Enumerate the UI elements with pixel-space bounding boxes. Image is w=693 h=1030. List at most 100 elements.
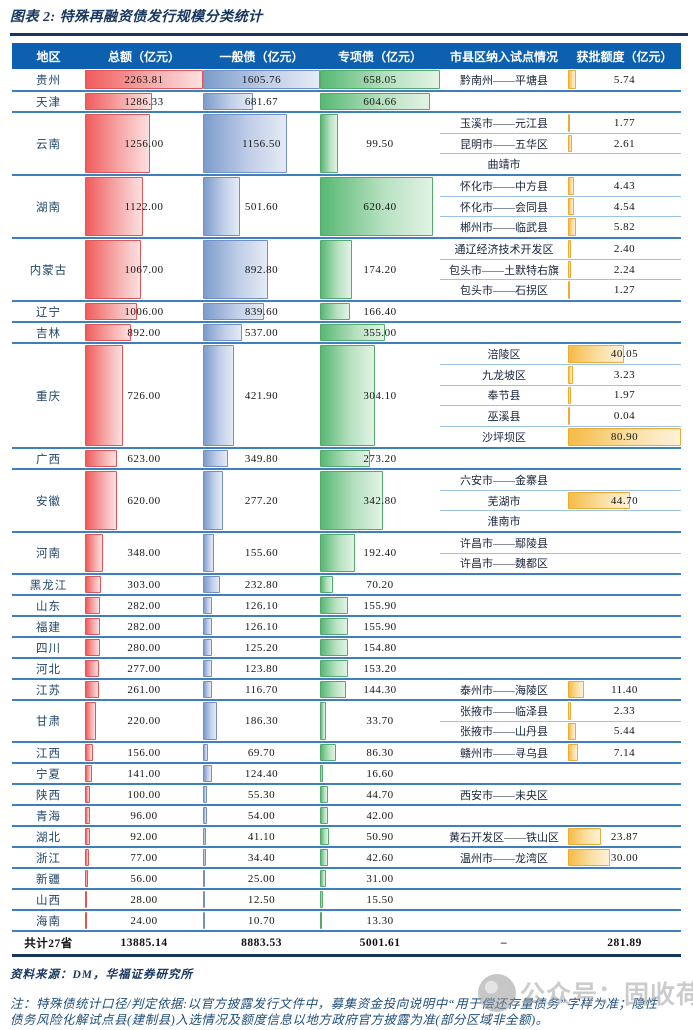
general-bond-bar bbox=[203, 324, 243, 341]
special-bond-bar-value: 70.20 bbox=[366, 578, 394, 591]
region-name: 宁夏 bbox=[36, 768, 61, 781]
total-bar-value: 1286.33 bbox=[124, 95, 164, 108]
pilot-name: 沙坪坝区 bbox=[482, 432, 526, 445]
pilot-name bbox=[440, 890, 568, 909]
quota-value: 4.54 bbox=[613, 200, 636, 213]
pilot-row: 奉节县 1.97 bbox=[440, 384, 681, 406]
pilot-row: 赣州市——寻乌县 7.14 bbox=[440, 743, 681, 762]
quota-cell: 7.14 bbox=[568, 743, 681, 762]
quota-bar bbox=[568, 345, 624, 363]
general-bond-bar-cell: 1156.50 bbox=[203, 113, 320, 174]
quota-cell bbox=[568, 617, 681, 636]
general-bond-bar-cell: 186.30 bbox=[203, 701, 320, 741]
region-name: 甘肃 bbox=[36, 716, 61, 728]
special-bond-bar-value: 620.40 bbox=[363, 200, 397, 213]
general-bond-bar-cell: 126.10 bbox=[203, 617, 320, 636]
total-bar-cell: 261.00 bbox=[85, 680, 203, 699]
region-name: 四川 bbox=[36, 642, 61, 655]
total-bar-value: 100.00 bbox=[127, 788, 161, 801]
special-bond-bar bbox=[320, 639, 349, 656]
general-bond-bar-cell: 34.40 bbox=[203, 848, 320, 867]
pilot-name: 黔南州——平塘县 bbox=[460, 74, 548, 87]
total-bar bbox=[85, 681, 99, 698]
pilot-row: 黔南州——平塘县 5.74 bbox=[440, 69, 681, 90]
special-bond-bar-cell: 154.80 bbox=[320, 638, 440, 657]
special-bond-bar-cell: 86.30 bbox=[320, 743, 440, 762]
quota-cell: 0.04 bbox=[568, 406, 681, 426]
total-bar-cell: 1006.00 bbox=[85, 302, 203, 321]
total-bar-value: 892.00 bbox=[127, 326, 161, 339]
total-bar-cell: 28.00 bbox=[85, 890, 203, 909]
pilot-row bbox=[440, 449, 681, 468]
total-bar bbox=[85, 912, 87, 929]
quota-cell bbox=[568, 638, 681, 657]
quota-cell bbox=[568, 806, 681, 825]
special-bond-bar-cell: 50.90 bbox=[320, 827, 440, 846]
total-bar bbox=[85, 702, 97, 740]
pilot-area bbox=[440, 575, 681, 594]
pilot-row bbox=[440, 911, 681, 930]
pilot-row bbox=[440, 638, 681, 657]
total-bar bbox=[85, 303, 138, 320]
general-bond-bar-value: 12.50 bbox=[247, 893, 276, 906]
table-row: 辽宁 1006.00 839.60 166.40 bbox=[12, 300, 681, 321]
special-bond-bar bbox=[320, 303, 351, 320]
general-bond-bar bbox=[203, 702, 217, 740]
total-bar-cell: 1067.00 bbox=[85, 239, 203, 300]
total-bar-cell: 1286.33 bbox=[85, 92, 203, 111]
quota-cell: 2.40 bbox=[568, 239, 681, 259]
special-bond-bar bbox=[320, 450, 370, 467]
special-bond-bar-value: 153.20 bbox=[363, 662, 397, 675]
general-bond-bar-cell: 12.50 bbox=[203, 890, 320, 909]
general-bond-bar-value: 421.90 bbox=[244, 389, 279, 402]
total-bar bbox=[85, 324, 132, 341]
general-bond-bar bbox=[203, 765, 213, 782]
region-name: 河北 bbox=[36, 663, 61, 676]
pilot-area: 许昌市——鄢陵县 许昌市——魏都区 bbox=[440, 533, 681, 573]
total-bar-cell: 303.00 bbox=[85, 575, 203, 594]
pilot-name: 张掖市——山丹县 bbox=[460, 726, 548, 739]
general-bond-bar-value: 69.70 bbox=[247, 746, 276, 759]
quota-value: 1.77 bbox=[613, 116, 636, 129]
region-name: 湖南 bbox=[36, 201, 61, 214]
special-bond-bar-value: 42.00 bbox=[366, 809, 394, 822]
table-row: 江苏 261.00 116.70 144.30 泰州市——海陵区 11.40 bbox=[12, 678, 681, 699]
special-bond-bar-value: 355.00 bbox=[363, 326, 397, 339]
quota-cell: 5.74 bbox=[568, 69, 681, 90]
total-bar-cell: 277.00 bbox=[85, 659, 203, 678]
total-bar bbox=[85, 786, 91, 803]
pilot-row: 包头市——石拐区 1.27 bbox=[440, 279, 681, 300]
general-bond-bar-cell: 537.00 bbox=[203, 323, 320, 342]
quota-bar bbox=[568, 491, 631, 510]
quota-cell: 1.27 bbox=[568, 280, 681, 300]
pilot-row: 郴州市——临武县 5.82 bbox=[440, 216, 681, 237]
general-bond-bar-cell: 126.10 bbox=[203, 596, 320, 615]
special-bond-bar-value: 174.20 bbox=[363, 263, 397, 276]
special-bond-bar bbox=[320, 597, 349, 614]
pilot-area bbox=[440, 764, 681, 783]
special-bond-bar-value: 658.05 bbox=[363, 73, 397, 86]
special-bond-bar bbox=[320, 240, 352, 299]
region-name: 福建 bbox=[36, 621, 61, 634]
total-bar bbox=[85, 639, 100, 656]
general-bond-bar-value: 1605.76 bbox=[241, 73, 282, 86]
special-bond-bar-cell: 13.30 bbox=[320, 911, 440, 930]
table-row: 湖南 1122.00 501.60 620.40 怀化市——中方县 4.43 怀化市——会同… bbox=[12, 174, 681, 237]
region-name: 陕西 bbox=[36, 789, 61, 802]
total-bar-value: 56.00 bbox=[130, 872, 158, 885]
special-bond-bar-cell: 33.70 bbox=[320, 701, 440, 741]
special-bond-bar bbox=[320, 177, 434, 236]
pilot-area bbox=[440, 890, 681, 909]
pilot-name: 包头市——土默特右旗 bbox=[449, 264, 559, 277]
pilot-row: 玉溪市——元江县 1.77 bbox=[440, 113, 681, 133]
pilot-row: 怀化市——会同县 4.54 bbox=[440, 195, 681, 217]
pilot-area bbox=[440, 911, 681, 930]
pilot-name bbox=[440, 806, 568, 825]
pilot-area: 通辽经济技术开发区 2.40 包头市——土默特右旗 2.24 包头市——石拐区 1.27 bbox=[440, 239, 681, 300]
pilot-name: 巫溪县 bbox=[487, 411, 521, 424]
special-bond-bar bbox=[320, 870, 326, 887]
total-row: 共计27省 13885.14 8883.53 5001.61 – 281.89 bbox=[12, 930, 681, 957]
general-bond-bar bbox=[203, 576, 220, 593]
general-bond-bar bbox=[203, 93, 253, 110]
region-name: 贵州 bbox=[36, 74, 61, 87]
